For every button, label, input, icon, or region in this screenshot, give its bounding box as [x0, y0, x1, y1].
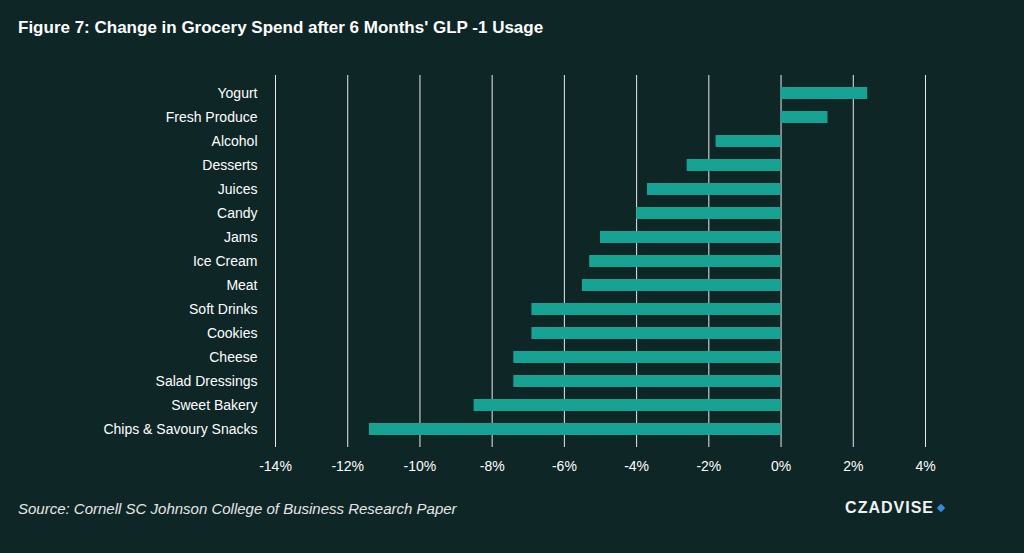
svg-text:Cheese: Cheese	[209, 349, 257, 365]
html-text:Figure 7: Change in Grocery Sp: Figure 7: Change in Grocery Spend after …	[18, 18, 544, 37]
svg-text:Candy: Candy	[217, 205, 257, 221]
svg-text:2%: 2%	[843, 458, 863, 474]
svg-text:-10%: -10%	[404, 458, 437, 474]
svg-text:Soft Drinks: Soft Drinks	[189, 301, 257, 317]
svg-text:Ice Cream: Ice Cream	[193, 253, 258, 269]
svg-text:-2%: -2%	[696, 458, 721, 474]
svg-text:Meat: Meat	[226, 277, 257, 293]
svg-text:0%: 0%	[771, 458, 791, 474]
svg-text:-12%: -12%	[331, 458, 364, 474]
svg-text:Salad Dressings: Salad Dressings	[156, 373, 258, 389]
svg-text:Yogurt: Yogurt	[218, 85, 258, 101]
svg-text:-8%: -8%	[480, 458, 505, 474]
svg-text:Chips & Savoury Snacks: Chips & Savoury Snacks	[103, 421, 257, 437]
html-text:CZADVISE: CZADVISE	[845, 499, 934, 516]
svg-text:4%: 4%	[915, 458, 935, 474]
svg-text:Jams: Jams	[224, 229, 257, 245]
svg-text:Sweet Bakery: Sweet Bakery	[171, 397, 257, 413]
svg-text:Cookies: Cookies	[207, 325, 258, 341]
svg-text:Alcohol: Alcohol	[212, 133, 258, 149]
svg-text:-14%: -14%	[259, 458, 292, 474]
svg-text:-6%: -6%	[552, 458, 577, 474]
html-text:Source: Cornell SC Johnson Col: Source: Cornell SC Johnson College of Bu…	[18, 499, 457, 517]
svg-text:-4%: -4%	[624, 458, 649, 474]
svg-text:Fresh Produce: Fresh Produce	[166, 109, 258, 125]
svg-text:Juices: Juices	[218, 181, 258, 197]
svg-text:Desserts: Desserts	[202, 157, 257, 173]
